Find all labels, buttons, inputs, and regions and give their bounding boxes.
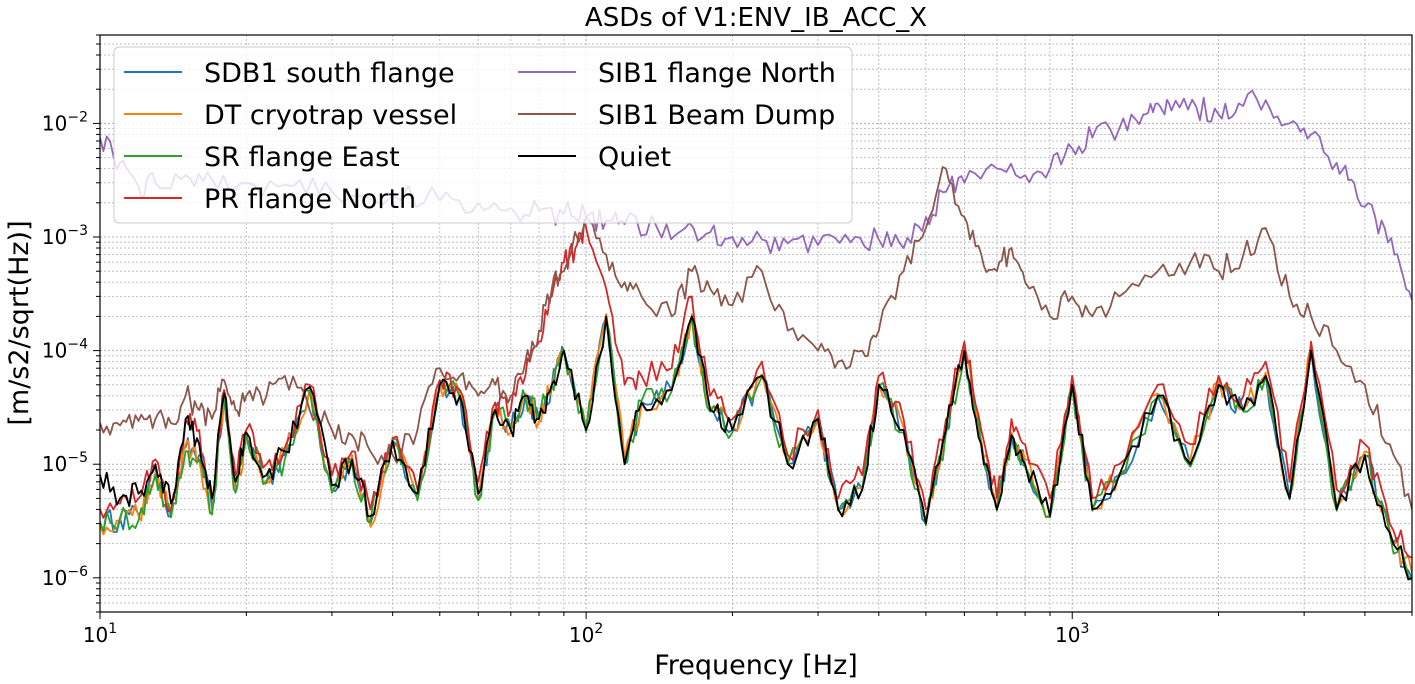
legend-label: SR flange East <box>204 142 400 173</box>
y-tick-label: 10−2 <box>42 109 88 135</box>
legend: SDB1 south flange DT cryotrap vessel SR fl… <box>113 46 853 224</box>
legend-label: SIB1 Beam Dump <box>598 100 835 131</box>
axis-ticks: 101 102 103 10−6 10−5 10−4 10−3 10−2 <box>42 34 1413 647</box>
x-tick-label: 101 <box>83 621 117 647</box>
y-tick-label: 10−6 <box>42 564 88 590</box>
y-axis-label: [m/s2/sqrt(Hz)] <box>4 220 35 425</box>
y-tick-label: 10−5 <box>42 450 88 476</box>
y-tick-label: 10−3 <box>42 223 88 249</box>
legend-label: SDB1 south flange <box>204 58 455 89</box>
x-tick-label: 102 <box>569 621 603 647</box>
legend-label: PR flange North <box>204 184 416 215</box>
x-tick-label: 103 <box>1055 621 1089 647</box>
legend-label: DT cryotrap vessel <box>204 100 457 131</box>
series-line <box>100 313 1412 574</box>
chart-title: ASDs of V1:ENV_IB_ACC_X <box>585 3 927 33</box>
series-line <box>100 166 1412 510</box>
plot-frame <box>99 34 1413 613</box>
y-tick-label: 10−4 <box>42 337 88 363</box>
series-line <box>100 318 1412 581</box>
legend-frame <box>113 46 853 224</box>
series-lines <box>100 89 1412 581</box>
series-line <box>100 315 1412 581</box>
legend-label: SIB1 flange North <box>598 58 836 89</box>
legend-label: Quiet <box>598 142 671 173</box>
x-axis-label: Frequency [Hz] <box>654 650 858 681</box>
